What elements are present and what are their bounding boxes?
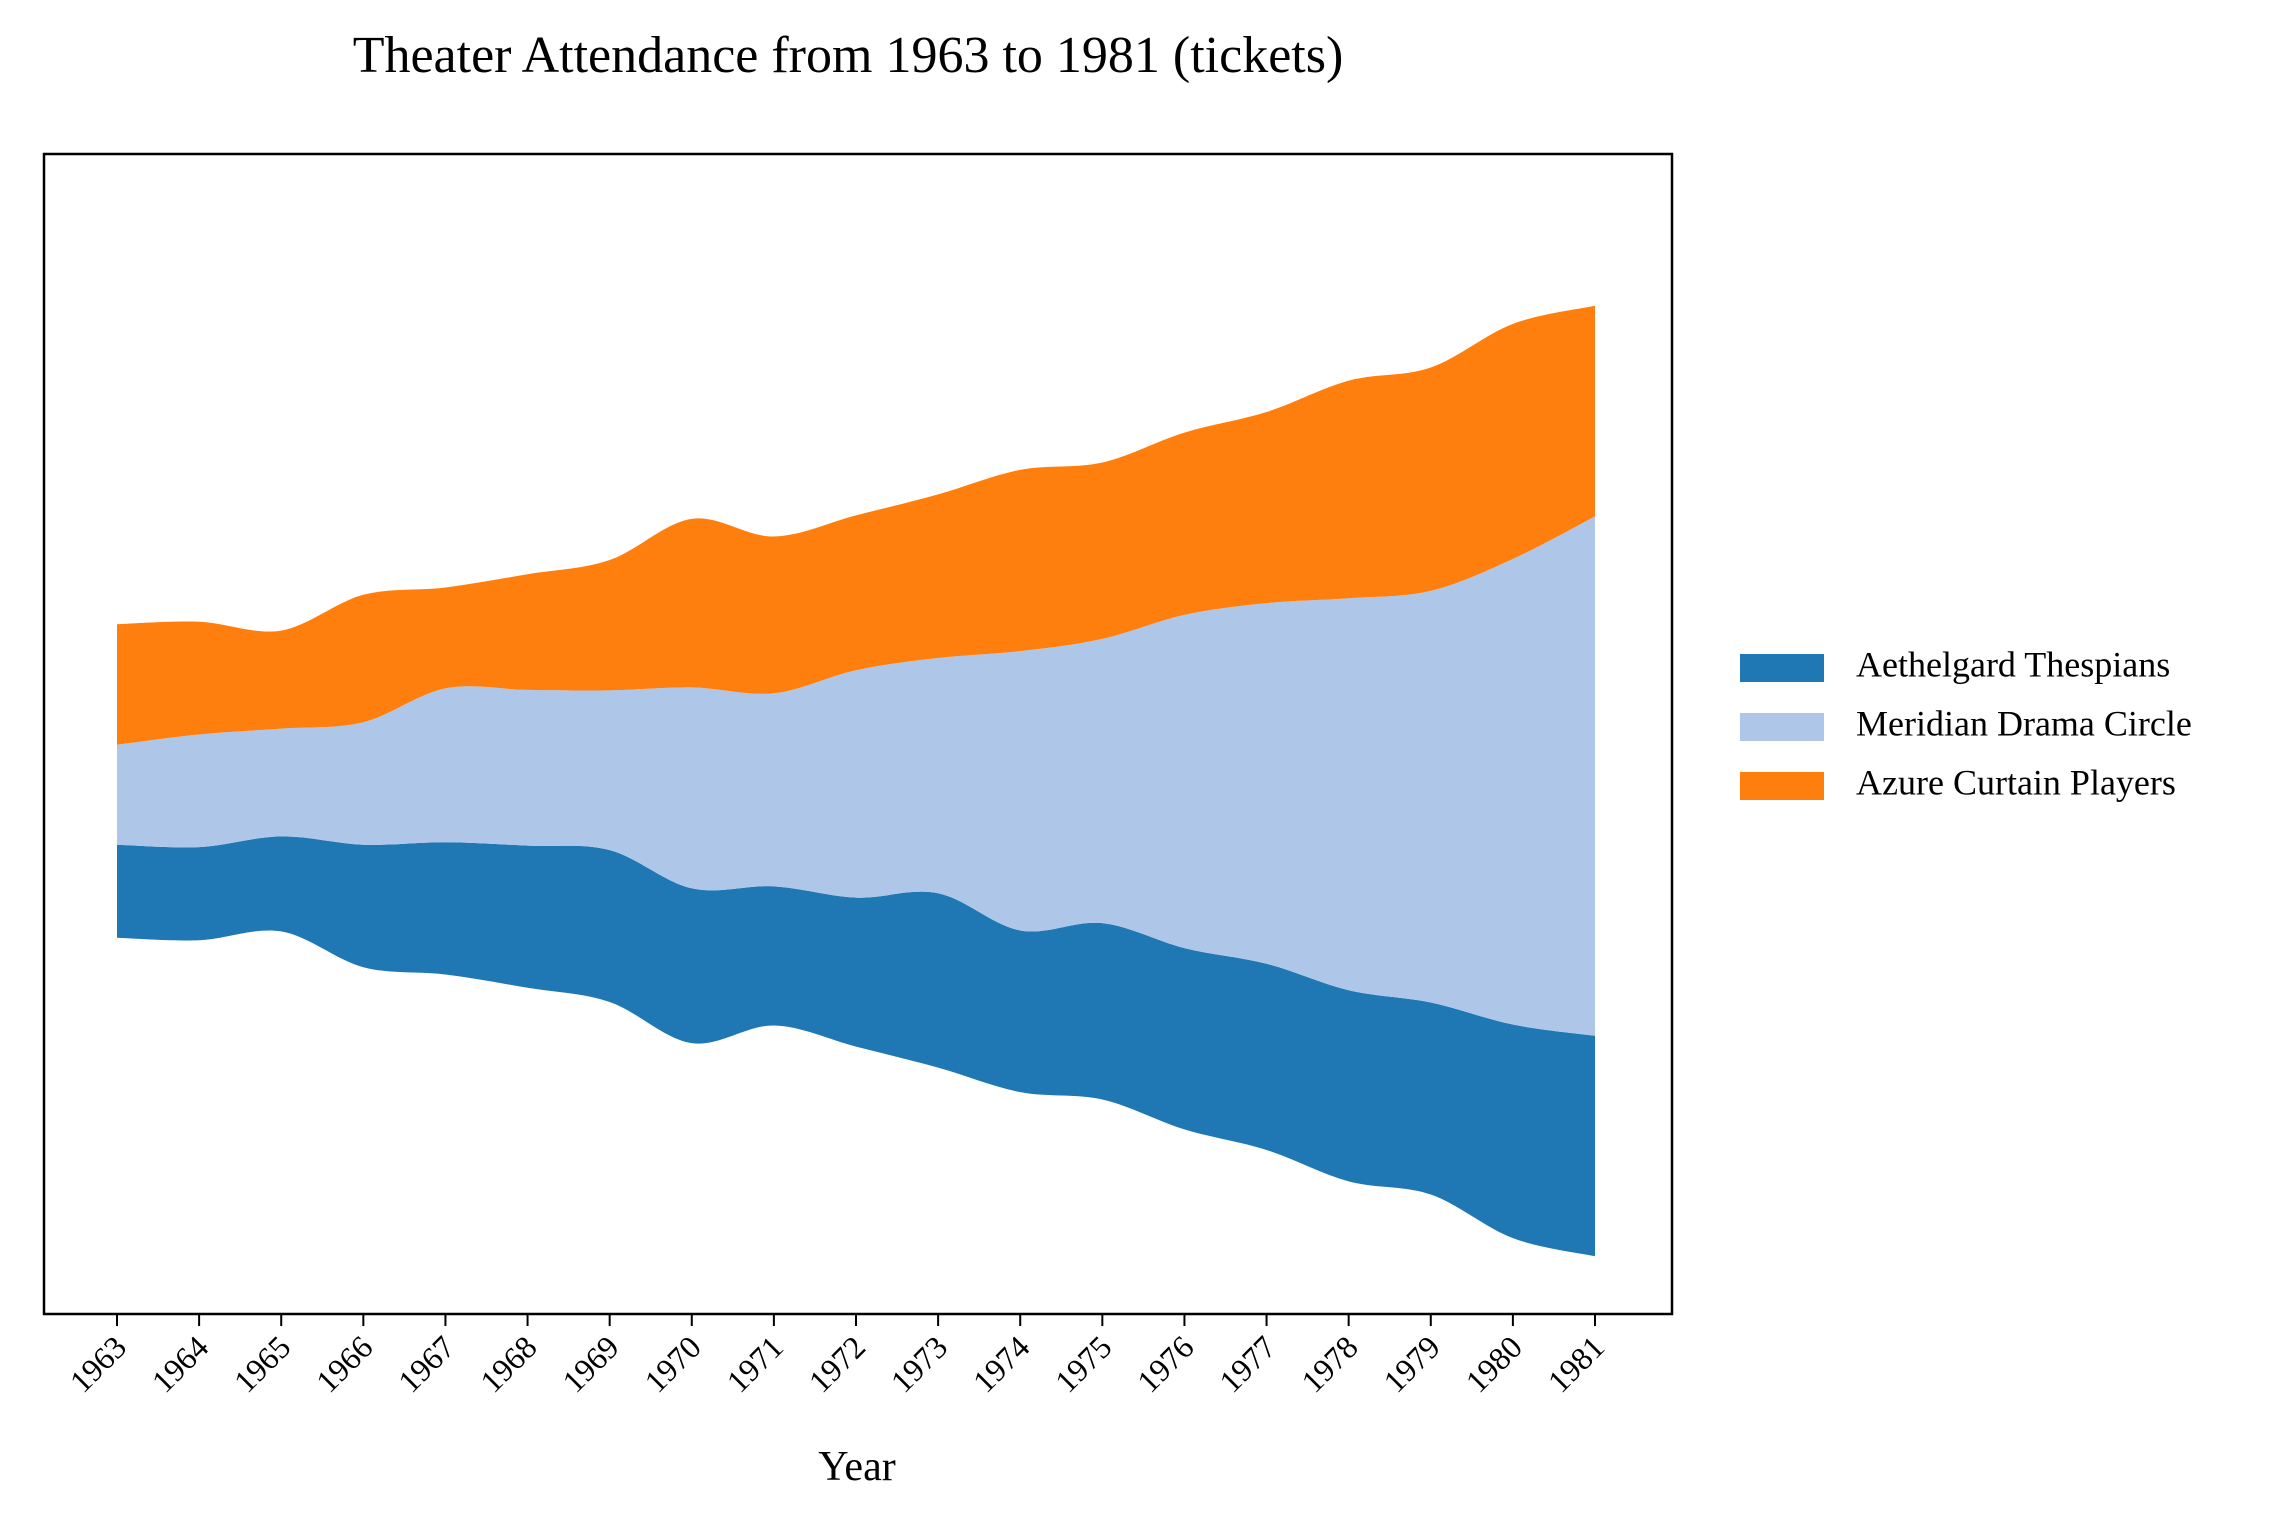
x-tick-label: 1967 [391, 1329, 462, 1400]
series-area-meridian-drama-circle [117, 516, 1595, 1036]
stream-areas [117, 305, 1595, 1257]
x-tick-label: 1969 [555, 1329, 626, 1400]
legend-label: Azure Curtain Players [1856, 762, 2176, 802]
x-tick-label: 1971 [719, 1329, 790, 1400]
x-tick-label: 1980 [1458, 1329, 1529, 1400]
x-tick-label: 1968 [473, 1329, 544, 1400]
x-tick-label: 1972 [801, 1329, 872, 1400]
x-tick-label: 1965 [227, 1329, 298, 1400]
x-tick-label: 1977 [1212, 1329, 1283, 1400]
legend-label: Aethelgard Thespians [1856, 644, 2170, 684]
x-axis: 1963 1964 1965 1966 1967 1968 1969 1970 1971 1972… [62, 1314, 1611, 1399]
x-tick-label: 1979 [1376, 1329, 1447, 1400]
x-tick-label: 1973 [884, 1329, 955, 1400]
series-area-azure-curtain-players [117, 305, 1595, 745]
series-area-aethelgard-thespians [117, 836, 1595, 1257]
plot-frame [42, 152, 1674, 1316]
x-axis-title: Year [818, 1444, 895, 1490]
x-tick-label: 1963 [62, 1329, 133, 1400]
x-tick-label: 1974 [966, 1329, 1037, 1400]
chart-title: Theater Attendance from 1963 to 1981 (ti… [353, 27, 1344, 84]
x-tick-label: 1970 [637, 1329, 708, 1400]
legend: Aethelgard Thespians Meridian Drama Circl… [1740, 644, 2192, 802]
x-tick-label: 1981 [1540, 1329, 1611, 1400]
legend-swatch [1740, 772, 1824, 800]
legend-swatch [1740, 654, 1824, 682]
legend-label: Meridian Drama Circle [1856, 703, 2192, 743]
x-tick-label: 1964 [145, 1329, 216, 1400]
x-tick-label: 1966 [309, 1329, 380, 1400]
x-tick-label: 1978 [1294, 1329, 1365, 1400]
legend-swatch [1740, 713, 1824, 741]
x-tick-label: 1975 [1048, 1329, 1119, 1400]
x-tick-label: 1976 [1130, 1329, 1201, 1400]
